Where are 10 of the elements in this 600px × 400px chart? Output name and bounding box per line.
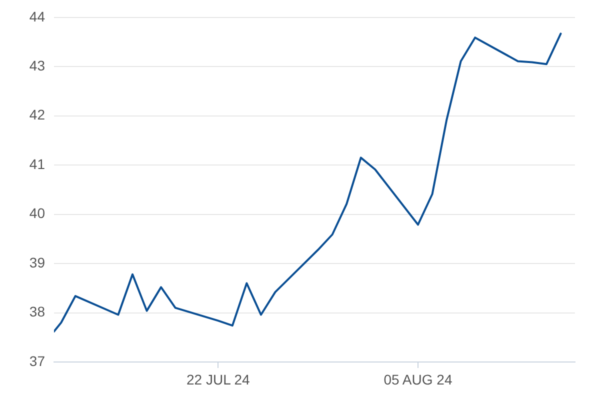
x-tick-label: 05 AUG 24	[384, 371, 452, 388]
y-tick-label: 43	[29, 57, 46, 74]
y-tick-label: 44	[29, 8, 46, 24]
x-tick-label: 22 JUL 24	[186, 371, 250, 388]
y-tick-label: 41	[29, 156, 46, 172]
y-tick-label: 38	[29, 304, 46, 320]
y-tick-label: 42	[29, 106, 46, 123]
y-tick-label: 37	[29, 352, 46, 369]
y-tick-label: 39	[29, 254, 46, 270]
y-tick-label: 40	[29, 205, 46, 222]
